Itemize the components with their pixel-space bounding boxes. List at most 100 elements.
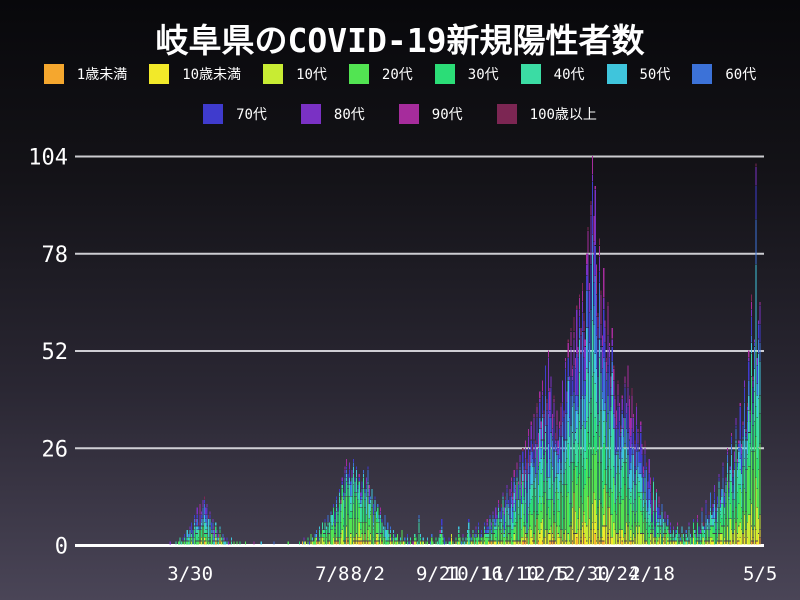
bar-segment: [401, 541, 403, 545]
bar-segment: [571, 376, 574, 380]
bar-segment: [215, 533, 217, 537]
bar-segment: [577, 477, 579, 519]
bar-segment: [736, 533, 738, 537]
bar-segment: [544, 530, 547, 537]
bar-segment: [557, 500, 559, 511]
bar-segment: [549, 533, 551, 541]
bar-segment: [758, 399, 760, 448]
bar-segment: [628, 473, 630, 489]
bar-segment: [540, 421, 542, 429]
bar-segment: [610, 470, 612, 489]
bar-segment: [606, 526, 608, 545]
bar-segment: [745, 511, 747, 530]
bar-segment: [367, 492, 369, 496]
bar-segment: [506, 526, 508, 537]
bar-segment: [643, 473, 645, 478]
bar-segment: [678, 541, 680, 545]
bar-segment: [200, 537, 203, 541]
bar-segment: [643, 500, 645, 508]
bar-segment: [412, 541, 414, 545]
bar-segment: [671, 533, 673, 537]
bar-segment: [523, 481, 525, 489]
bar-segment: [480, 530, 483, 534]
bar-segment: [571, 541, 574, 545]
bar-segment: [350, 537, 352, 545]
bar-segment: [533, 541, 535, 545]
bar-segment: [303, 541, 305, 545]
bar-segment: [633, 417, 635, 433]
bar-segment: [751, 503, 753, 526]
bar-segment: [564, 414, 566, 440]
bar-segment: [738, 447, 740, 451]
bar-segment: [371, 500, 373, 508]
bar-segment: [466, 530, 468, 534]
bar-segment: [370, 496, 372, 500]
bar-segment: [556, 455, 558, 474]
bar-segment: [455, 541, 457, 545]
bar-segment: [746, 455, 748, 459]
bar-segment: [505, 522, 507, 530]
bar-segment: [498, 500, 500, 504]
bar-segment: [316, 533, 318, 537]
bar-segment: [502, 541, 504, 545]
bar-segment: [597, 414, 599, 425]
bar-segment: [340, 533, 342, 537]
bar-segment: [607, 372, 609, 395]
bar-segment: [546, 500, 548, 515]
bar-segment: [468, 522, 470, 530]
bar-segment: [340, 500, 342, 504]
bar-segment: [182, 537, 184, 541]
bar-segment: [601, 399, 603, 448]
bar-segment: [543, 537, 545, 545]
bar-segment: [593, 447, 595, 493]
bar-segment: [525, 447, 527, 459]
bar-segment: [635, 425, 638, 451]
bar-segment: [358, 507, 360, 523]
bar-segment: [517, 485, 520, 500]
bar-segment: [657, 541, 659, 545]
bar-segment: [219, 537, 221, 545]
bar-segment: [644, 440, 646, 448]
bar-segment: [516, 522, 518, 541]
bar-segment: [343, 518, 345, 526]
bar-segment: [755, 530, 757, 541]
bar-segment: [326, 526, 328, 530]
bar-segment: [542, 417, 544, 440]
bar-segment: [573, 391, 575, 403]
bar-segment: [525, 526, 527, 534]
bar-segment: [358, 541, 360, 545]
bar-segment: [378, 522, 380, 537]
bar-segment: [345, 477, 348, 481]
bar-segment: [638, 462, 640, 474]
legend-item-11: 100歳以上: [496, 104, 597, 124]
bar-segment: [533, 481, 535, 489]
bar-segment: [368, 541, 370, 545]
bar-segment: [552, 500, 554, 534]
bar-segment: [624, 541, 626, 545]
bar-segment: [748, 350, 750, 358]
bar-segment: [756, 458, 758, 489]
bar-segment: [576, 533, 578, 537]
bar-segment: [726, 481, 728, 526]
bar-segment: [561, 402, 564, 422]
bar-segment: [580, 530, 582, 537]
bar-segment: [644, 477, 646, 493]
bar-segment: [475, 533, 477, 537]
x-axis-label: 8/2: [351, 563, 385, 585]
bar-segment: [327, 526, 329, 534]
bar-segment: [338, 488, 340, 493]
legend-swatch-icon: [496, 104, 517, 124]
bar-segment: [530, 500, 532, 515]
bar-segment: [549, 530, 551, 534]
bar-segment: [623, 477, 625, 500]
bar-segment: [529, 473, 531, 489]
bar-segment: [748, 357, 750, 362]
bar-segment: [533, 414, 535, 418]
bar-segment: [360, 492, 362, 496]
bar-segment: [725, 518, 727, 541]
bar-segment: [742, 421, 744, 425]
bar-segment: [645, 470, 647, 500]
bar-segment: [510, 503, 512, 519]
bar-segment: [634, 473, 636, 485]
bar-segment: [672, 537, 674, 541]
